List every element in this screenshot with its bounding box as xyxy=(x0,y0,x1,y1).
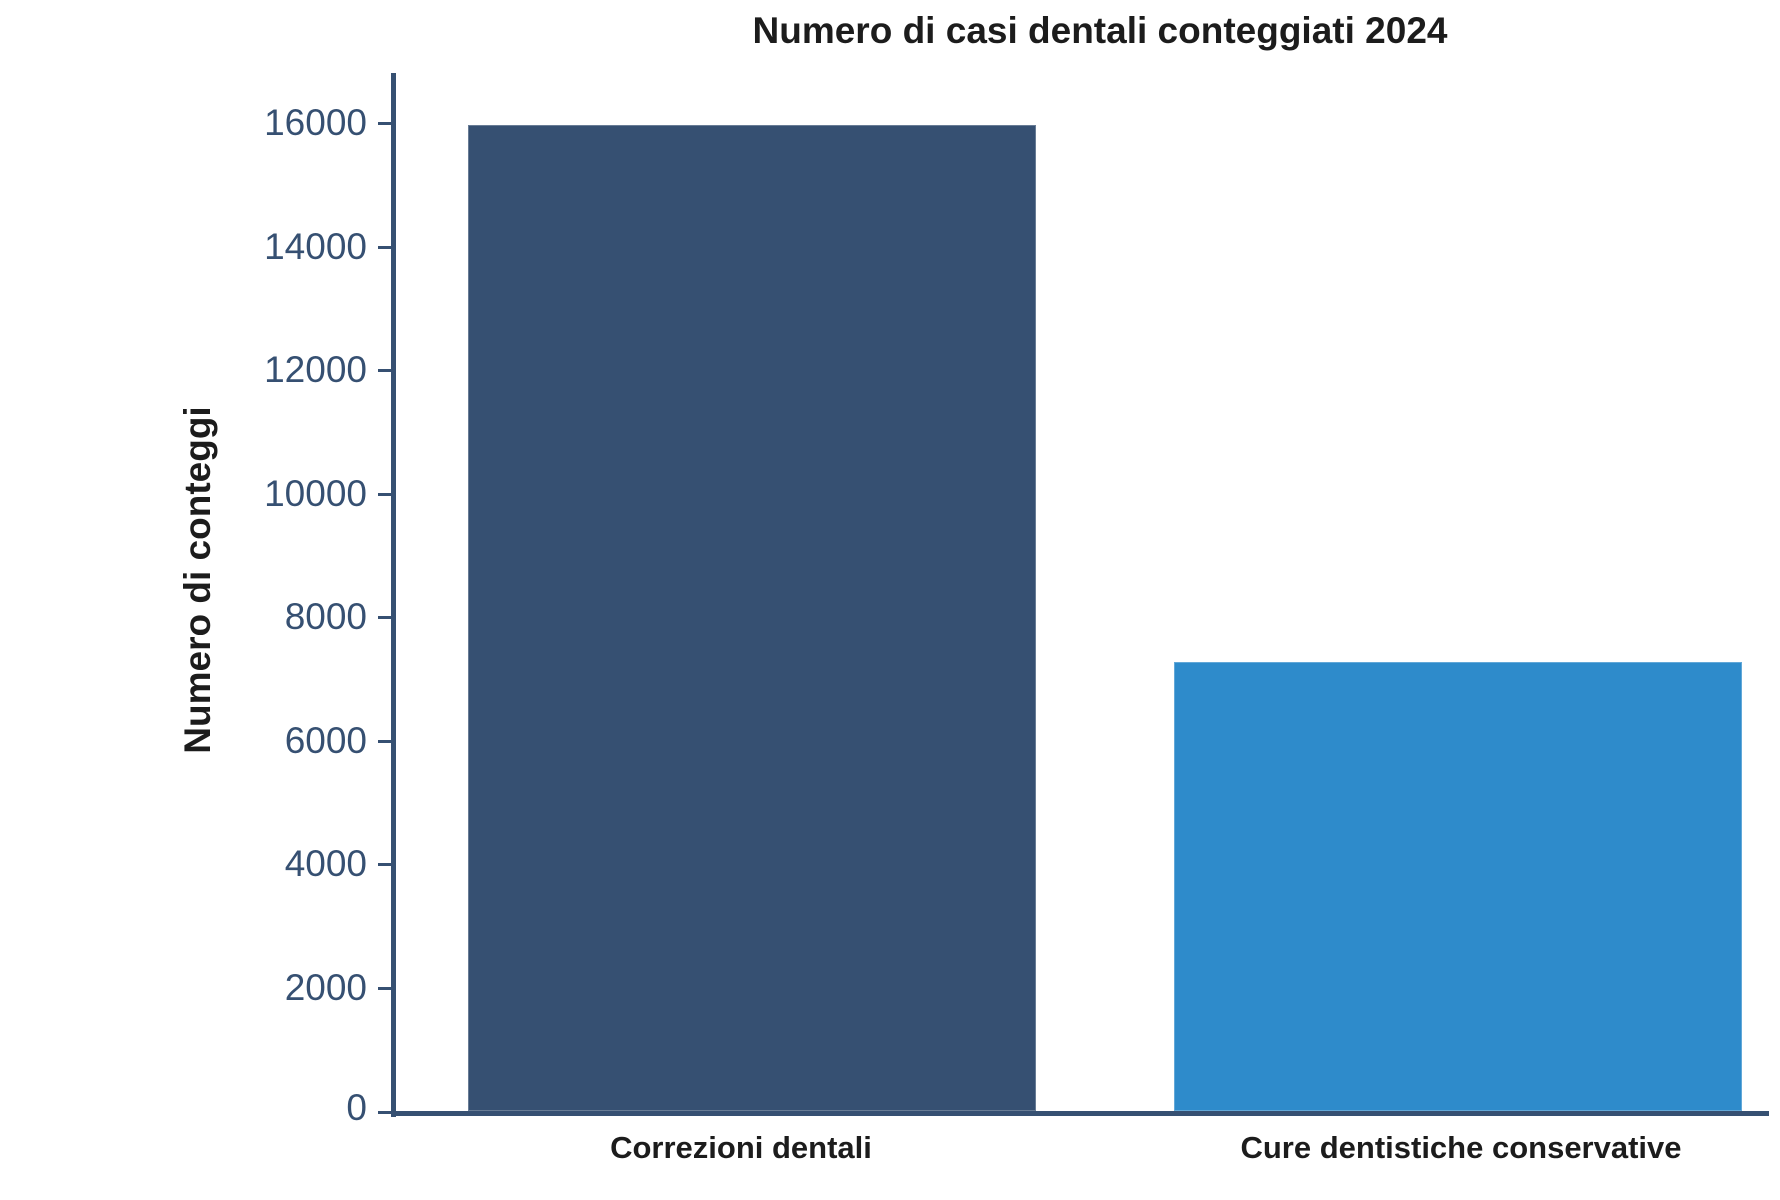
y-tick xyxy=(378,122,393,125)
y-tick-label: 10000 xyxy=(264,473,367,514)
x-tick-label: Cure dentistiche conservative xyxy=(1240,1130,1682,1165)
y-tick-label: 16000 xyxy=(264,102,367,143)
y-tick-label: 4000 xyxy=(284,843,367,884)
bar xyxy=(468,125,1036,1111)
y-axis-label: Numero di conteggi xyxy=(177,406,218,754)
y-tick xyxy=(378,616,393,619)
y-tick-label: 8000 xyxy=(284,596,367,637)
y-tick xyxy=(378,1111,393,1114)
y-tick-label: 12000 xyxy=(264,349,367,390)
y-tick-label: 0 xyxy=(346,1087,367,1128)
x-axis-line xyxy=(391,1111,1769,1116)
y-tick xyxy=(378,740,393,743)
x-tick-label: Correzioni dentali xyxy=(610,1130,872,1165)
y-tick xyxy=(378,369,393,372)
y-tick xyxy=(378,987,393,990)
y-tick-label: 6000 xyxy=(284,720,367,761)
y-tick-label: 14000 xyxy=(264,226,367,267)
y-tick xyxy=(378,246,393,249)
chart-title: Numero di casi dentali conteggiati 2024 xyxy=(752,10,1448,51)
y-tick-label: 2000 xyxy=(284,967,367,1008)
y-tick xyxy=(378,863,393,866)
bar xyxy=(1174,662,1742,1111)
y-tick xyxy=(378,493,393,496)
y-axis-line xyxy=(391,73,396,1117)
